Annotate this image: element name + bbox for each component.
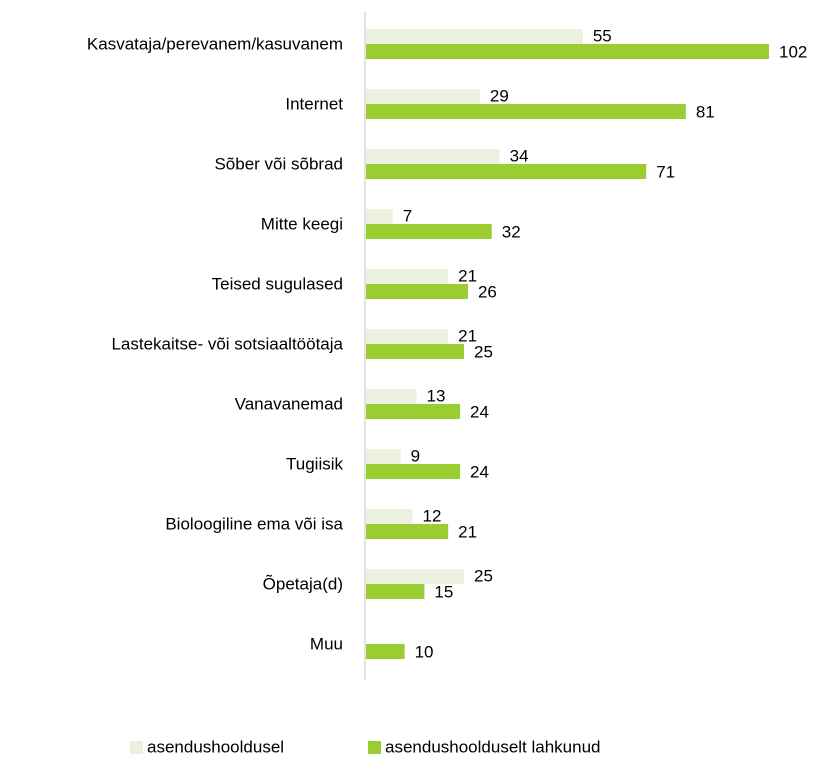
value-label: 55 <box>593 26 612 45</box>
bar <box>366 149 500 164</box>
bar <box>366 44 769 59</box>
value-label: 102 <box>779 42 807 61</box>
category-label: Lastekaitse- või sotsiaaltöötaja <box>111 334 343 353</box>
value-label: 12 <box>423 506 442 525</box>
value-label: 34 <box>510 146 529 165</box>
value-label: 71 <box>656 162 675 181</box>
legend-swatch <box>368 741 381 754</box>
value-label: 24 <box>470 402 489 421</box>
bar <box>366 209 393 224</box>
bar <box>366 644 405 659</box>
value-label: 21 <box>458 522 477 541</box>
bar <box>366 464 461 479</box>
bar <box>366 449 401 464</box>
category-label: Sõber või sõbrad <box>214 154 343 173</box>
legend-label: asendushoolduselt lahkunud <box>385 737 601 756</box>
value-label: 7 <box>403 206 412 225</box>
bar <box>366 344 465 359</box>
value-label: 24 <box>470 462 489 481</box>
bar <box>366 284 468 299</box>
value-label: 21 <box>458 326 477 345</box>
value-label: 9 <box>411 446 420 465</box>
value-label: 29 <box>490 86 509 105</box>
bar <box>366 389 417 404</box>
bar <box>366 164 647 179</box>
category-label: Õpetaja(d) <box>263 574 343 593</box>
value-label: 81 <box>696 102 715 121</box>
value-label: 25 <box>474 342 493 361</box>
bar <box>366 224 492 239</box>
legend-label: asendushooldusel <box>147 737 284 756</box>
category-label: Internet <box>285 94 343 113</box>
legend-swatch <box>130 741 143 754</box>
bar <box>366 524 449 539</box>
value-label: 21 <box>458 266 477 285</box>
bar <box>366 404 461 419</box>
bar <box>366 584 425 599</box>
value-label: 10 <box>415 642 434 661</box>
category-label: Bioloogiline ema või isa <box>165 514 343 533</box>
bar <box>366 509 413 524</box>
value-label: 15 <box>434 582 453 601</box>
category-label: Teised sugulased <box>212 274 343 293</box>
bar <box>366 104 686 119</box>
value-label: 26 <box>478 282 497 301</box>
value-label: 25 <box>474 566 493 585</box>
bar <box>366 89 480 104</box>
category-label: Tugiisik <box>286 454 343 473</box>
bar <box>366 269 449 284</box>
category-label: Mitte keegi <box>261 214 343 233</box>
bar <box>366 569 465 584</box>
bar <box>366 329 449 344</box>
bar <box>366 29 583 44</box>
category-label: Muu <box>310 634 343 653</box>
category-label: Kasvataja/perevanem/kasuvanem <box>87 34 343 53</box>
value-label: 32 <box>502 222 521 241</box>
category-label: Vanavanemad <box>235 394 343 413</box>
value-label: 13 <box>426 386 445 405</box>
